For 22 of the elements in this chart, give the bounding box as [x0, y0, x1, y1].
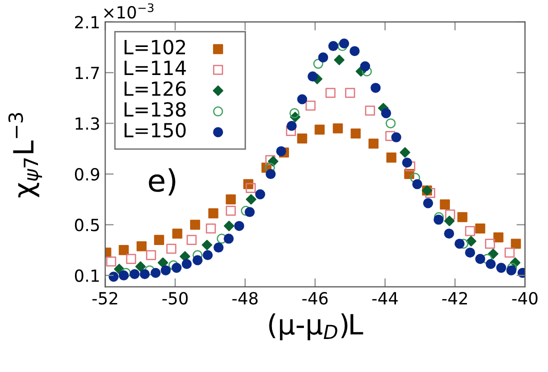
x-tick-label: -40 [512, 292, 538, 305]
text: ×10$^{−3}$ [104, 3, 154, 19]
legend-label: L=138 [124, 102, 186, 117]
legend-label: L=126 [124, 81, 186, 96]
y-tick-label: 2.1 [75, 16, 99, 28]
annotation: e) [148, 168, 176, 196]
x-tick-label: -46 [302, 292, 328, 305]
legend-label: L=114 [124, 60, 186, 75]
x-tick-label: -50 [162, 292, 188, 305]
x-tick-label: -42 [442, 292, 467, 304]
x-axis-title: (μ-μ$_{D}$)L [269, 313, 364, 340]
x-tick-label: -44 [372, 292, 398, 304]
y-tick-label: 1.7 [76, 66, 99, 79]
y-tick-label: 0.5 [74, 218, 99, 232]
x-tick-label: -52 [92, 292, 118, 305]
y-tick-label: 1.3 [76, 117, 100, 130]
y-axis-title: χ$_{ψ7}$L$^{−3}$ [8, 113, 42, 198]
x-tick-label: -48 [232, 292, 258, 305]
legend-label: L=102 [124, 40, 186, 54]
y-tick-label: 0.9 [74, 168, 100, 181]
legend-label: L=150 [124, 122, 186, 138]
y-tick-label: 0.1 [74, 269, 99, 282]
